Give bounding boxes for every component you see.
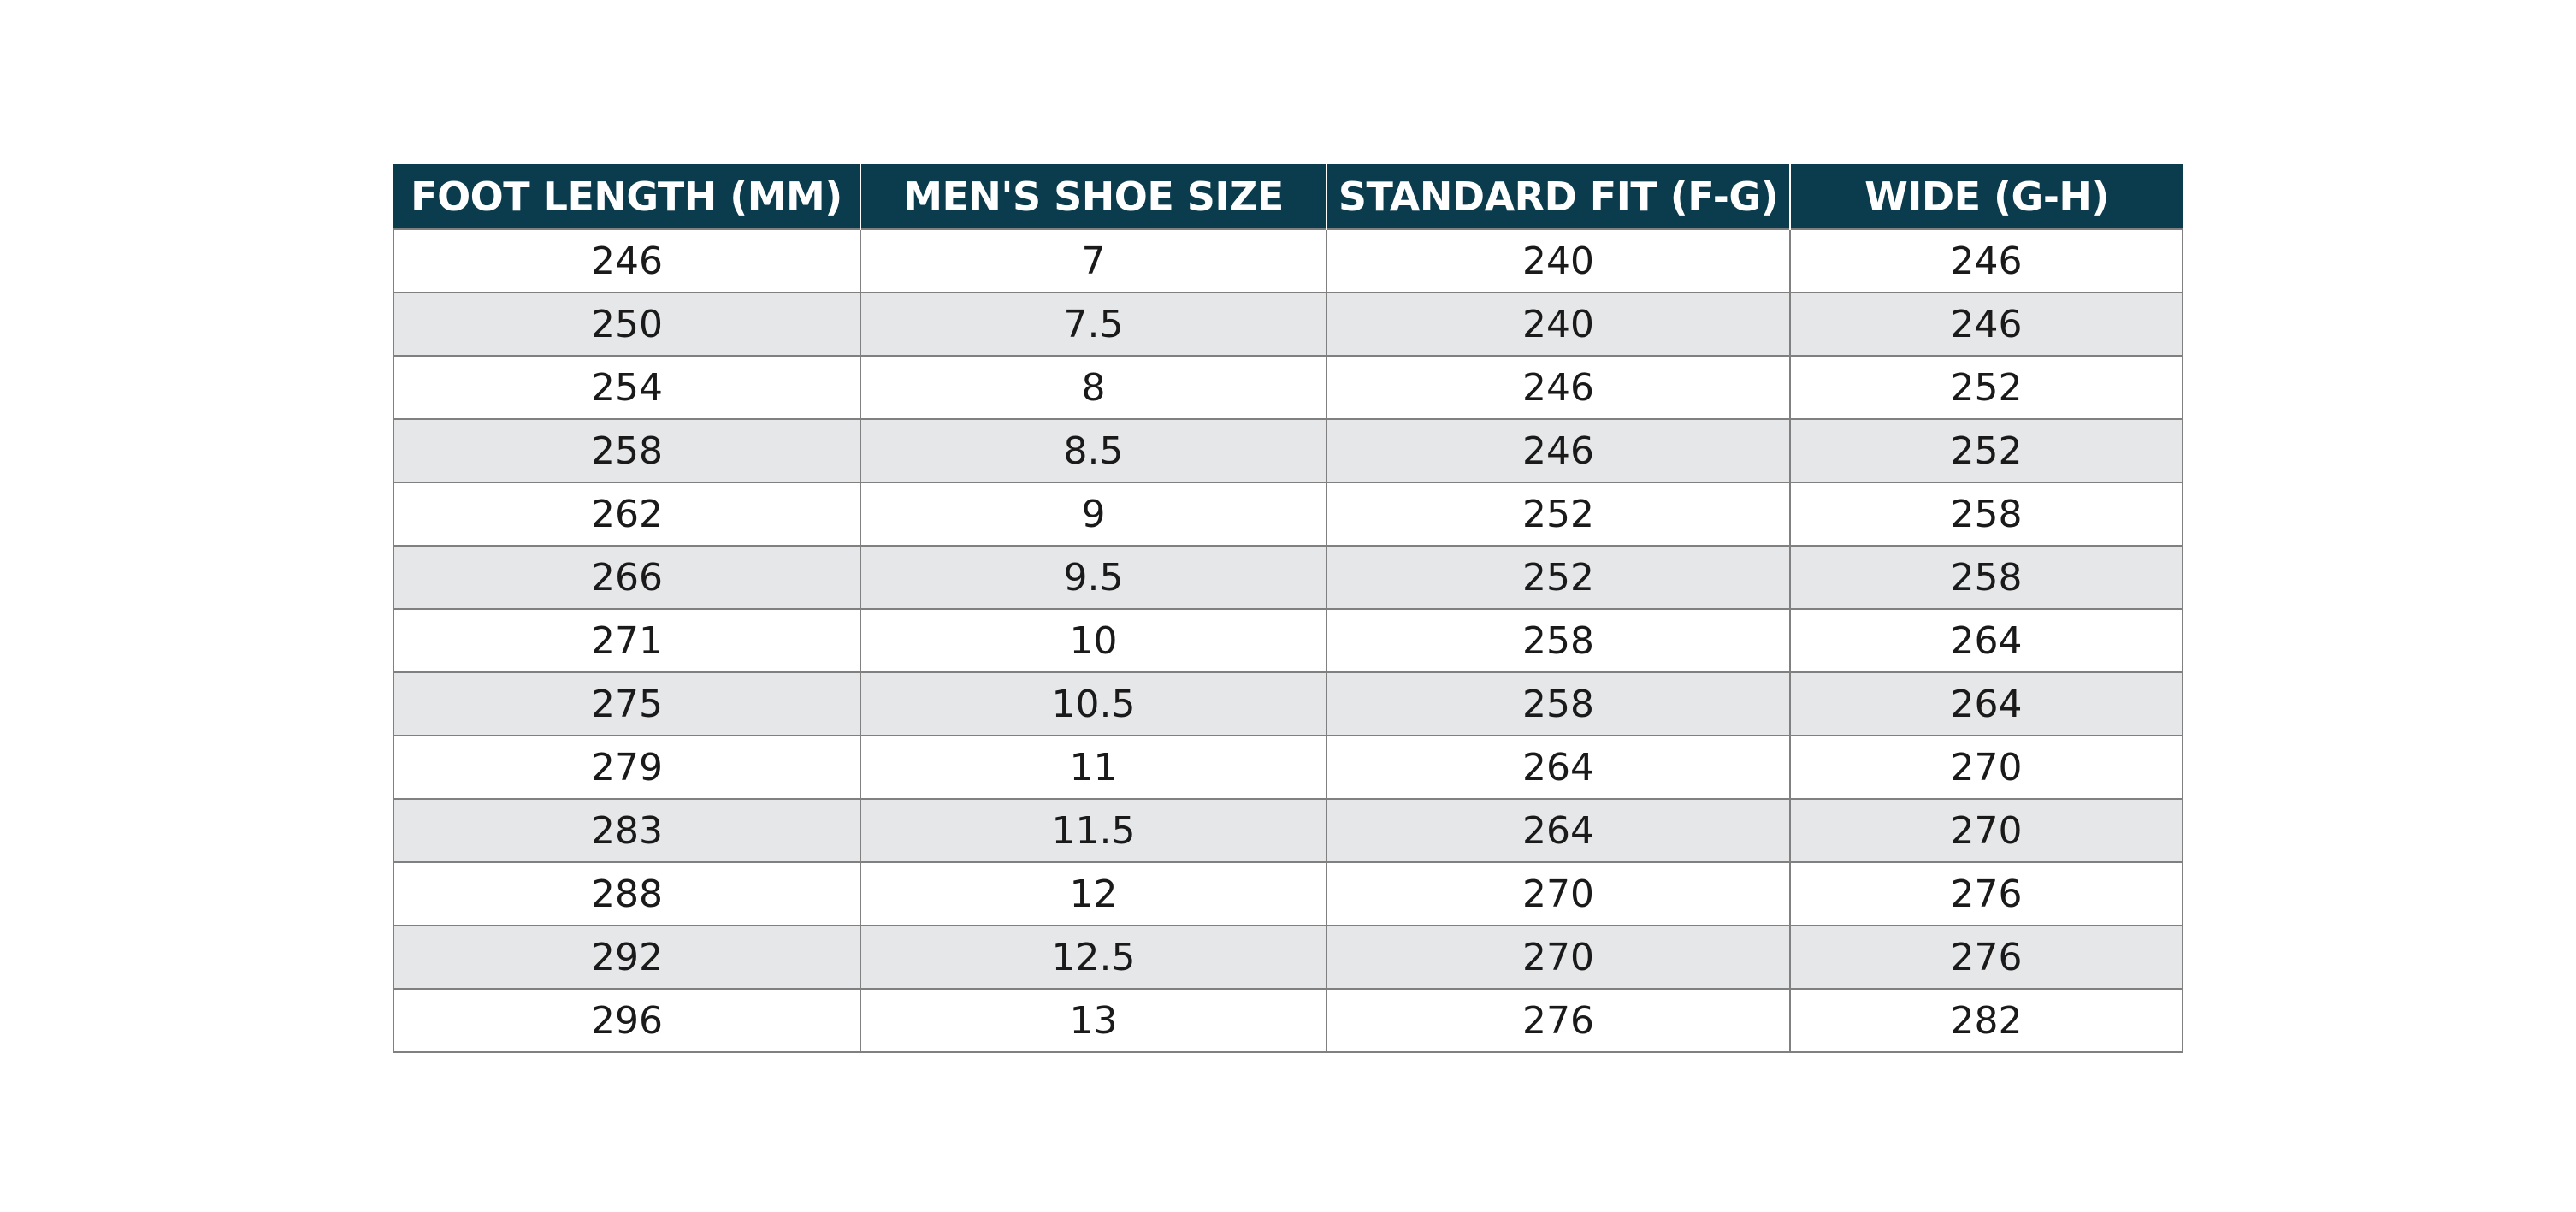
table-cell: 275 bbox=[393, 671, 861, 736]
table-cell: 270 bbox=[1326, 861, 1791, 926]
table-cell: 10 bbox=[860, 608, 1327, 673]
table-cell: 9.5 bbox=[860, 545, 1327, 610]
table-cell: 12.5 bbox=[860, 925, 1327, 990]
table-cell: 8.5 bbox=[860, 418, 1327, 483]
table-cell: 282 bbox=[1789, 988, 2183, 1053]
table-row: 275 10.5 258 264 bbox=[393, 671, 2183, 736]
table-cell: 283 bbox=[393, 798, 861, 863]
size-table: FOOT LENGTH (MM) MEN'S SHOE SIZE STANDARD … bbox=[393, 164, 2183, 1053]
table-cell: 9 bbox=[860, 482, 1327, 547]
table-cell: 271 bbox=[393, 608, 861, 673]
header-cell: MEN'S SHOE SIZE bbox=[860, 164, 1327, 229]
table-cell: 240 bbox=[1326, 228, 1791, 293]
table-row: 279 11 264 270 bbox=[393, 735, 2183, 800]
table-cell: 12 bbox=[860, 861, 1327, 926]
table-cell: 10.5 bbox=[860, 671, 1327, 736]
table-cell: 250 bbox=[393, 292, 861, 357]
table-cell: 264 bbox=[1326, 798, 1791, 863]
table-cell: 296 bbox=[393, 988, 861, 1053]
table-cell: 252 bbox=[1326, 545, 1791, 610]
table-cell: 246 bbox=[393, 228, 861, 293]
table-cell: 7.5 bbox=[860, 292, 1327, 357]
table-row: 258 8.5 246 252 bbox=[393, 418, 2183, 483]
table-cell: 276 bbox=[1789, 861, 2183, 926]
table-cell: 262 bbox=[393, 482, 861, 547]
table-cell: 246 bbox=[1789, 228, 2183, 293]
table-row: 283 11.5 264 270 bbox=[393, 798, 2183, 863]
table-cell: 254 bbox=[393, 355, 861, 420]
table-cell: 292 bbox=[393, 925, 861, 990]
table-row: 271 10 258 264 bbox=[393, 608, 2183, 673]
table-cell: 276 bbox=[1326, 988, 1791, 1053]
table-cell: 258 bbox=[1326, 671, 1791, 736]
table-row: 266 9.5 252 258 bbox=[393, 545, 2183, 610]
table-cell: 276 bbox=[1789, 925, 2183, 990]
table-cell: 258 bbox=[393, 418, 861, 483]
table-cell: 264 bbox=[1789, 608, 2183, 673]
table-cell: 246 bbox=[1326, 418, 1791, 483]
table-row: 292 12.5 270 276 bbox=[393, 925, 2183, 990]
table-cell: 264 bbox=[1326, 735, 1791, 800]
table-cell: 258 bbox=[1789, 482, 2183, 547]
table-row: 246 7 240 246 bbox=[393, 228, 2183, 293]
table-cell: 279 bbox=[393, 735, 861, 800]
table-row: 262 9 252 258 bbox=[393, 482, 2183, 547]
table-row: 254 8 246 252 bbox=[393, 355, 2183, 420]
table-cell: 258 bbox=[1326, 608, 1791, 673]
table-cell: 270 bbox=[1789, 735, 2183, 800]
table-cell: 246 bbox=[1326, 355, 1791, 420]
table-row: 288 12 270 276 bbox=[393, 861, 2183, 926]
table-cell: 7 bbox=[860, 228, 1327, 293]
header-cell: FOOT LENGTH (MM) bbox=[393, 164, 861, 229]
table-cell: 246 bbox=[1789, 292, 2183, 357]
table-cell: 270 bbox=[1789, 798, 2183, 863]
table-cell: 13 bbox=[860, 988, 1327, 1053]
table-cell: 270 bbox=[1326, 925, 1791, 990]
table-cell: 288 bbox=[393, 861, 861, 926]
header-cell: STANDARD FIT (F-G) bbox=[1326, 164, 1791, 229]
table-row: 296 13 276 282 bbox=[393, 988, 2183, 1053]
table-cell: 252 bbox=[1789, 355, 2183, 420]
table-cell: 240 bbox=[1326, 292, 1791, 357]
table-cell: 11.5 bbox=[860, 798, 1327, 863]
table-cell: 252 bbox=[1326, 482, 1791, 547]
table-row: 250 7.5 240 246 bbox=[393, 292, 2183, 357]
header-cell: WIDE (G-H) bbox=[1789, 164, 2183, 229]
table-cell: 11 bbox=[860, 735, 1327, 800]
table-cell: 264 bbox=[1789, 671, 2183, 736]
table-cell: 252 bbox=[1789, 418, 2183, 483]
header-row: FOOT LENGTH (MM) MEN'S SHOE SIZE STANDARD … bbox=[393, 164, 2183, 229]
table-cell: 266 bbox=[393, 545, 861, 610]
table-cell: 8 bbox=[860, 355, 1327, 420]
table-cell: 258 bbox=[1789, 545, 2183, 610]
